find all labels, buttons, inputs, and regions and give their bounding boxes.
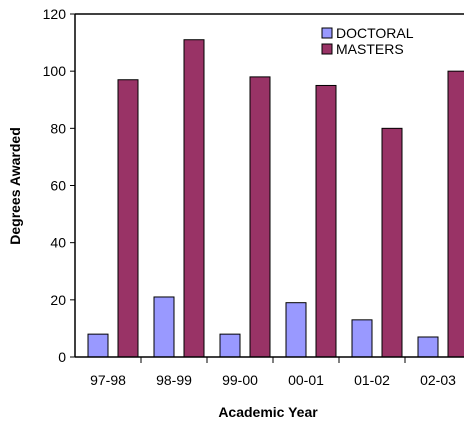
bar-masters-99-00 bbox=[249, 76, 271, 358]
legend: DOCTORAL MASTERS bbox=[321, 25, 414, 57]
x-tick-label-01-02: 01-02 bbox=[354, 372, 390, 388]
x-axis-ticks: 97-98 98-99 99-00 00-01 01-02 02-03 bbox=[90, 357, 456, 388]
bar-masters-01-02 bbox=[381, 127, 403, 358]
x-tick-label-99-00: 99-00 bbox=[222, 372, 258, 388]
bar-doctoral-97-98 bbox=[87, 333, 109, 358]
x-tick-label-00-01: 00-01 bbox=[288, 372, 324, 388]
bar-doctoral-00-01 bbox=[285, 302, 307, 358]
y-tick-label-40: 40 bbox=[50, 235, 66, 251]
bars-layer bbox=[87, 39, 464, 358]
y-tick-label-100: 100 bbox=[43, 63, 67, 79]
legend-swatch-masters bbox=[321, 43, 333, 55]
y-tick-label-80: 80 bbox=[50, 120, 66, 136]
y-tick-label-60: 60 bbox=[50, 178, 66, 194]
y-tick-label-20: 20 bbox=[50, 292, 66, 308]
bar-masters-00-01 bbox=[315, 84, 337, 358]
bar-masters-97-98 bbox=[117, 79, 139, 358]
x-axis-title: Academic Year bbox=[218, 404, 318, 420]
x-tick-label-97-98: 97-98 bbox=[90, 372, 126, 388]
legend-label-masters: MASTERS bbox=[336, 41, 404, 57]
y-tick-label-0: 0 bbox=[58, 349, 66, 365]
x-tick-label-02-03: 02-03 bbox=[420, 372, 456, 388]
legend-label-doctoral: DOCTORAL bbox=[336, 25, 414, 41]
bar-doctoral-02-03 bbox=[417, 336, 439, 358]
y-axis-title: Degrees Awarded bbox=[7, 127, 23, 245]
bar-doctoral-01-02 bbox=[351, 319, 373, 358]
bar-doctoral-98-99 bbox=[153, 296, 175, 358]
y-axis-ticks: 0 20 40 60 80 100 120 bbox=[43, 6, 75, 365]
legend-swatch-doctoral bbox=[321, 27, 333, 39]
y-tick-label-120: 120 bbox=[43, 6, 67, 22]
bar-masters-02-03 bbox=[447, 70, 464, 358]
bar-masters-98-99 bbox=[183, 39, 205, 358]
bar-doctoral-99-00 bbox=[219, 333, 241, 358]
x-tick-label-98-99: 98-99 bbox=[156, 372, 192, 388]
